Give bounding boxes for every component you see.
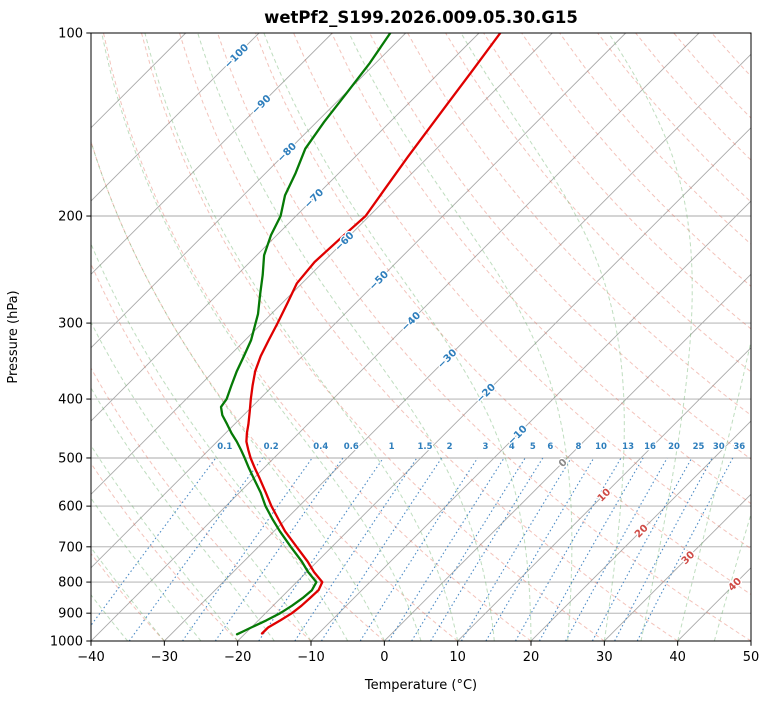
- x-tick-label: 50: [743, 650, 760, 665]
- x-tick-label: −10: [297, 650, 324, 665]
- y-tick-label: 500: [58, 451, 83, 466]
- x-axis-label: Temperature (°C): [364, 678, 477, 693]
- chart-title: wetPf2_S199.2026.009.05.30.G15: [264, 8, 578, 27]
- mixing-ratio-label: 0.4: [313, 442, 328, 452]
- mixing-ratio-label: 20: [668, 442, 680, 452]
- mixing-ratio-label: 0.1: [217, 442, 232, 452]
- y-tick-label: 900: [58, 607, 83, 622]
- y-tick-label: 200: [58, 210, 83, 225]
- mixing-ratio-label: 1: [389, 442, 395, 452]
- mixing-ratio-label: 13: [622, 442, 634, 452]
- mixing-ratio-label: 8: [576, 442, 582, 452]
- y-tick-label: 100: [58, 27, 83, 42]
- x-tick-label: −20: [224, 650, 251, 665]
- mixing-ratio-label: 6: [547, 442, 553, 452]
- y-tick-label: 800: [58, 576, 83, 591]
- mixing-ratio-label: 1.5: [417, 442, 432, 452]
- x-tick-label: 20: [523, 650, 540, 665]
- mixing-ratio-label: 10: [595, 442, 607, 452]
- y-tick-label: 700: [58, 540, 83, 555]
- mixing-ratio-label: 3: [482, 442, 488, 452]
- mixing-ratio-label: 5: [530, 442, 536, 452]
- y-tick-label: 300: [58, 317, 83, 332]
- x-tick-label: −40: [77, 650, 104, 665]
- y-axis-label: Pressure (hPa): [6, 290, 21, 383]
- mixing-ratio-label: 36: [733, 442, 745, 452]
- x-tick-label: 40: [669, 650, 686, 665]
- mixing-ratio-label: 25: [693, 442, 705, 452]
- x-tick-label: 0: [380, 650, 388, 665]
- y-tick-label: 600: [58, 500, 83, 515]
- y-tick-label: 400: [58, 393, 83, 408]
- mixing-ratio-label: 16: [644, 442, 656, 452]
- mixing-ratio-label: 0.6: [344, 442, 359, 452]
- mixing-ratio-label: 2: [447, 442, 453, 452]
- x-tick-label: −30: [151, 650, 178, 665]
- y-tick-label: 1000: [50, 635, 83, 650]
- mixing-ratio-label: 0.2: [264, 442, 279, 452]
- mixing-ratio-label: 30: [713, 442, 725, 452]
- x-tick-label: 10: [449, 650, 466, 665]
- x-tick-label: 30: [596, 650, 613, 665]
